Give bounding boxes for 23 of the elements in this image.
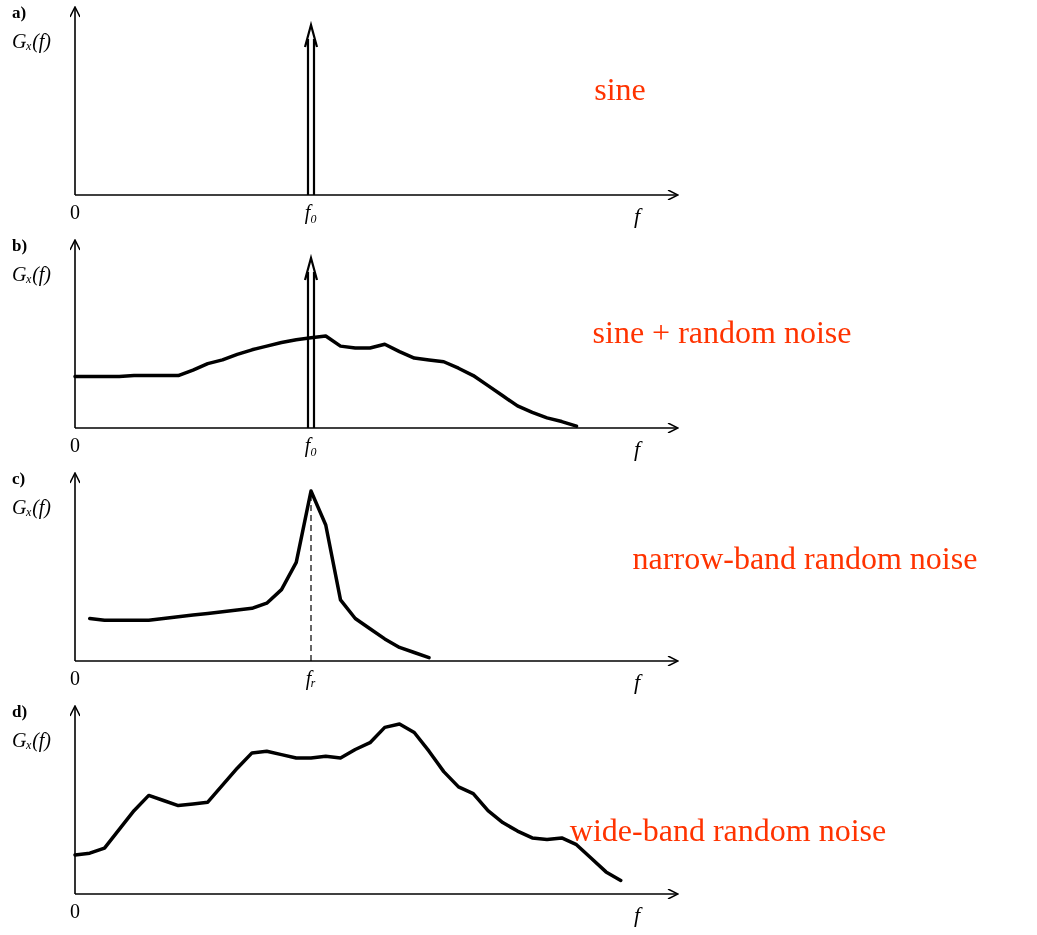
annotation: sine + random noise — [592, 314, 852, 350]
x-axis-title: f — [633, 436, 643, 461]
text: f₀ — [304, 201, 318, 224]
x-axis-title: f — [633, 902, 643, 927]
text: 0 — [70, 434, 80, 456]
text: fᵣ — [305, 667, 317, 690]
y-axis-title: Gₓ(f) — [12, 729, 52, 752]
text: f₀ — [304, 434, 318, 457]
chart-title: b) — [12, 236, 28, 255]
x-axis-title: f — [633, 669, 643, 694]
chart-title: c) — [12, 469, 26, 488]
annotation: wide-band random noise — [569, 812, 887, 848]
text: a) — [12, 3, 27, 22]
text: 0 — [70, 667, 80, 689]
annotation: narrow-band random noise — [632, 540, 978, 576]
y-axis-title: Gₓ(f) — [12, 496, 52, 519]
text: f — [633, 203, 643, 228]
text: 0 — [70, 201, 80, 223]
text: 0 — [70, 900, 80, 922]
y-axis-title: Gₓ(f) — [12, 263, 52, 286]
chart-title: d) — [12, 702, 28, 721]
text: Gₓ(f) — [12, 30, 52, 53]
text: sine — [594, 71, 646, 107]
